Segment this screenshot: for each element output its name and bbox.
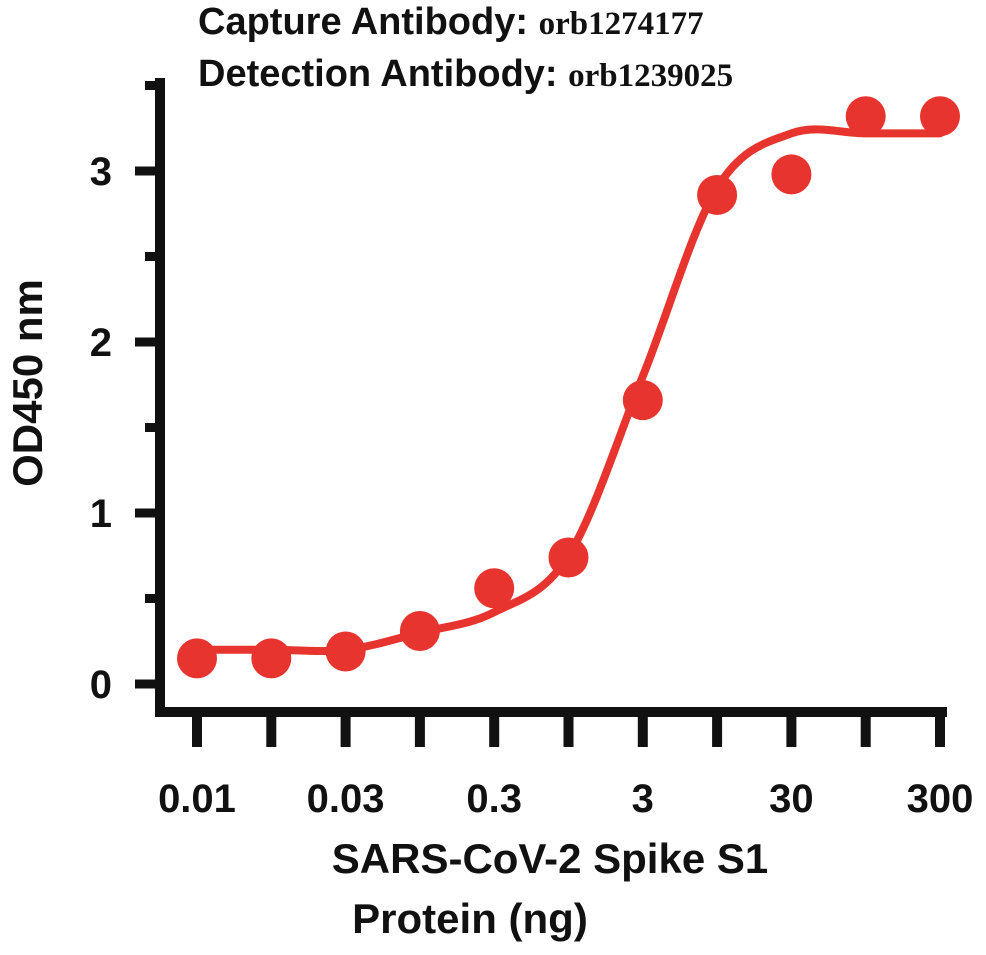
y-tick-label: 1 (90, 492, 112, 536)
x-tick-label: 300 (907, 777, 974, 821)
x-tick-label: 0.01 (158, 777, 236, 821)
capture-antibody-line: Capture Antibody: orb1274177 (198, 3, 704, 41)
y-tick-label: 2 (90, 321, 112, 365)
data-point (325, 631, 366, 672)
x-axis-title-line2: Protein (ng) (352, 895, 588, 942)
detection-antibody-code: orb1239025 (568, 58, 734, 94)
data-point (474, 568, 515, 609)
y-axis-title: OD450 nm (4, 279, 51, 487)
data-point (771, 154, 812, 195)
y-tick-label: 0 (90, 663, 112, 707)
axis-labels: SARS-CoV-2 Spike S1 Protein (ng) OD450 n… (4, 279, 768, 942)
data-point (251, 638, 292, 679)
x-tick-label: 0.3 (466, 777, 522, 821)
y-tick-label: 3 (90, 150, 112, 194)
x-tick-label: 30 (769, 777, 814, 821)
x-axis-title-line1: SARS-CoV-2 Spike S1 (332, 835, 768, 882)
data-point (622, 380, 663, 421)
capture-antibody-label: Capture Antibody: (198, 1, 529, 43)
detection-antibody-label: Detection Antibody: (198, 53, 558, 95)
data-point (548, 537, 589, 578)
capture-antibody-code: orb1274177 (538, 6, 704, 42)
data-point (845, 96, 886, 137)
data-point (177, 638, 217, 679)
x-tick-label: 3 (632, 777, 654, 821)
axes: 0 1 2 3 0.01 0.03 0.3 3 30 300 (90, 78, 974, 821)
data-point (697, 174, 738, 215)
x-tick-label: 0.03 (307, 777, 385, 821)
data-point (920, 96, 960, 137)
detection-antibody-line: Detection Antibody: orb1239025 (198, 55, 733, 93)
data-points-layer (177, 96, 960, 679)
data-point (399, 610, 440, 651)
